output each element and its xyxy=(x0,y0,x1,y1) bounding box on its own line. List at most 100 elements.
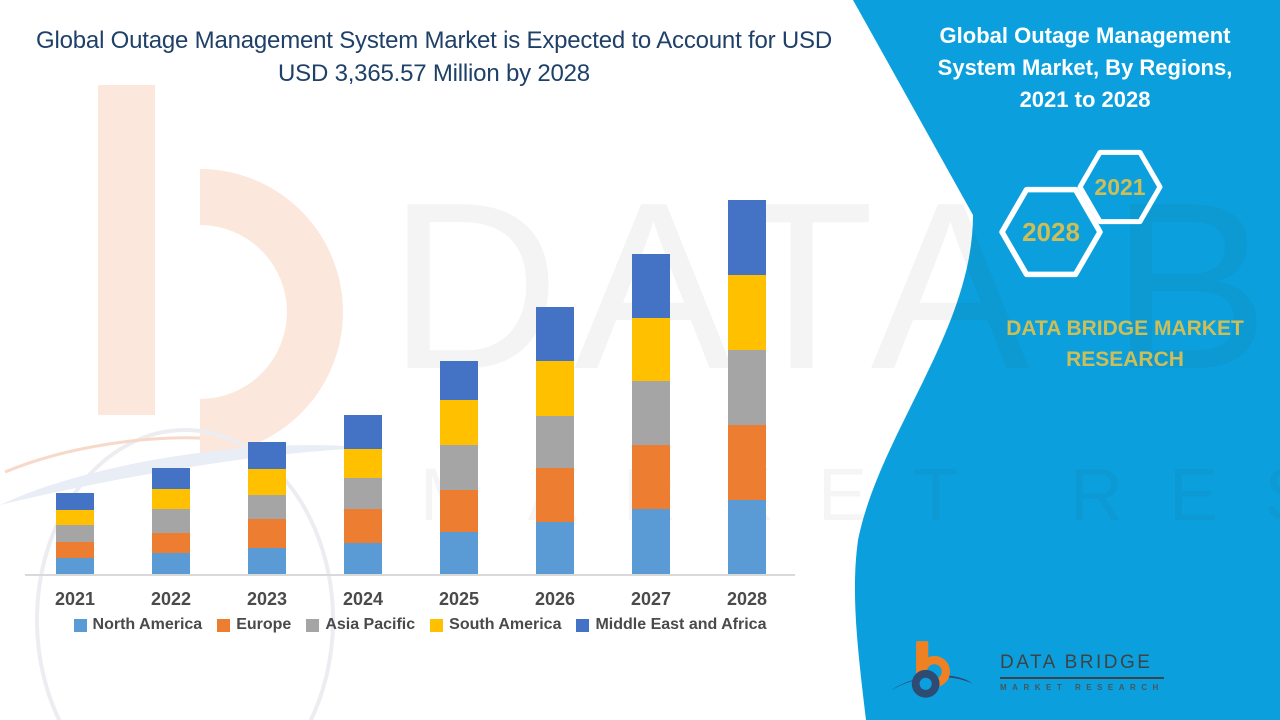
watermark-b-stem xyxy=(98,85,155,415)
hexagon-badges: 2028 2021 xyxy=(999,149,1163,278)
logo-title: DATA BRIDGE xyxy=(1000,652,1153,673)
chart-headline-line1: Global Outage Management System Market i… xyxy=(36,27,832,54)
watermark-b-bowl xyxy=(199,169,343,455)
watermark-swoosh-accent xyxy=(4,436,201,474)
legend-label-europe: Europe xyxy=(236,616,292,633)
bar-segment-europe-2021 xyxy=(56,542,94,558)
bar-segment-middle-east-and-africa-2025 xyxy=(440,361,478,400)
bar-segment-middle-east-and-africa-2026 xyxy=(536,307,574,361)
bars-area xyxy=(56,195,766,575)
side-panel-title-line2: System Market, By Regions, xyxy=(937,55,1233,80)
chart-legend: North America Europe Asia Pacific South Ame… xyxy=(25,616,815,634)
legend-swatch-asia-pacific xyxy=(306,618,320,632)
bar-column-2021 xyxy=(56,493,94,575)
legend-item-north-america: North America xyxy=(73,616,203,634)
legend-label-middle-east-and-africa: Middle East and Africa xyxy=(595,616,767,633)
bar-segment-europe-2028 xyxy=(728,425,766,500)
legend-swatch-middle-east-and-africa xyxy=(576,618,590,632)
bar-segment-south-america-2026 xyxy=(536,361,574,416)
legend-item-asia-pacific: Asia Pacific xyxy=(306,616,415,634)
bar-segment-middle-east-and-africa-2024 xyxy=(344,415,382,449)
data-bridge-logo: DATA BRIDGE MARKET RESEARCH xyxy=(890,634,1164,704)
bar-column-2025 xyxy=(440,361,478,575)
bar-segment-europe-2026 xyxy=(536,468,574,522)
legend-label-asia-pacific: Asia Pacific xyxy=(325,616,416,633)
stacked-bar-chart: 2021 2022 2023 2024 2025 2026 2027 2028 North A… xyxy=(25,195,815,634)
x-tick-2025: 2025 xyxy=(438,589,480,609)
bar-column-2024 xyxy=(344,415,382,575)
bar-segment-south-america-2022 xyxy=(152,488,190,509)
bar-segment-south-america-2023 xyxy=(248,468,286,495)
legend-swatch-north-america xyxy=(73,618,87,632)
bar-column-2026 xyxy=(536,307,574,575)
bar-segment-europe-2024 xyxy=(344,509,382,543)
hexagon-2028 xyxy=(999,186,1103,278)
bar-segment-south-america-2024 xyxy=(344,449,382,478)
brand-heading-line1: DATA BRIDGE MARKET xyxy=(1006,317,1244,340)
bar-column-2028 xyxy=(728,200,766,575)
bar-segment-asia-pacific-2026 xyxy=(536,416,574,468)
bar-segment-north-america-2026 xyxy=(536,522,574,575)
bar-segment-asia-pacific-2022 xyxy=(152,508,190,533)
bar-segment-europe-2025 xyxy=(440,490,478,532)
bar-segment-north-america-2024 xyxy=(344,543,382,575)
x-tick-2021: 2021 xyxy=(54,589,96,609)
x-tick-2027: 2027 xyxy=(630,589,672,609)
bar-column-2022 xyxy=(152,467,190,575)
legend-swatch-europe xyxy=(217,618,231,632)
legend-label-south-america: South America xyxy=(449,616,562,633)
legend-swatch-south-america xyxy=(430,618,444,632)
legend-label-north-america: North America xyxy=(92,616,203,633)
bar-segment-north-america-2027 xyxy=(632,509,670,575)
chart-headline-line2: USD 3,365.57 Million by 2028 xyxy=(278,60,590,87)
logo-subtitle: MARKET RESEARCH xyxy=(1000,683,1164,692)
bar-segment-south-america-2021 xyxy=(56,510,94,525)
bar-segment-middle-east-and-africa-2022 xyxy=(152,467,190,489)
bar-segment-south-america-2027 xyxy=(632,318,670,381)
bar-segment-north-america-2022 xyxy=(152,553,190,575)
bar-segment-europe-2022 xyxy=(152,532,190,553)
bar-segment-north-america-2025 xyxy=(440,532,478,575)
x-axis-line xyxy=(25,574,795,576)
hexagon-2021 xyxy=(1077,149,1163,225)
watermark-swoosh xyxy=(0,445,370,505)
bar-segment-middle-east-and-africa-2023 xyxy=(248,442,286,469)
bar-column-2027 xyxy=(632,253,670,575)
side-panel-title: Global Outage Management System Market, … xyxy=(900,20,1270,116)
bar-segment-middle-east-and-africa-2027 xyxy=(632,253,670,318)
bar-segment-europe-2023 xyxy=(248,519,286,548)
bar-segment-asia-pacific-2025 xyxy=(440,445,478,490)
hexagon-2028-label: 2028 xyxy=(1022,217,1080,247)
bar-segment-middle-east-and-africa-2028 xyxy=(728,200,766,275)
legend-item-south-america: South America xyxy=(430,616,561,634)
x-tick-2022: 2022 xyxy=(150,589,192,609)
brand-heading: DATA BRIDGE MARKET RESEARCH xyxy=(950,313,1280,375)
side-panel-title-line1: Global Outage Management xyxy=(939,23,1231,48)
x-axis-labels: 2021 2022 2023 2024 2025 2026 2027 2028 xyxy=(54,589,768,610)
x-tick-2026: 2026 xyxy=(534,589,576,609)
x-tick-2023: 2023 xyxy=(246,589,288,609)
logo-text: DATA BRIDGE MARKET RESEARCH xyxy=(1000,646,1164,692)
side-panel-title-line3: 2021 to 2028 xyxy=(1019,87,1151,112)
data-bridge-logo-icon xyxy=(890,641,973,698)
bar-segment-asia-pacific-2021 xyxy=(56,525,94,542)
x-tick-2028: 2028 xyxy=(726,589,768,609)
bar-segment-asia-pacific-2028 xyxy=(728,350,766,425)
watermark-circle xyxy=(35,428,335,720)
hexagon-2021-label: 2021 xyxy=(1094,174,1145,200)
bar-segment-south-america-2028 xyxy=(728,275,766,350)
bar-segment-middle-east-and-africa-2021 xyxy=(56,493,94,510)
chart-headline: Global Outage Management System Market i… xyxy=(8,24,860,90)
bar-segment-asia-pacific-2023 xyxy=(248,494,286,519)
bar-segment-north-america-2023 xyxy=(248,548,286,575)
logo-divider xyxy=(1000,677,1164,679)
bar-segment-asia-pacific-2027 xyxy=(632,381,670,445)
x-tick-2024: 2024 xyxy=(342,589,384,609)
bar-column-2023 xyxy=(248,442,286,575)
bar-segment-south-america-2025 xyxy=(440,400,478,445)
legend-item-europe: Europe xyxy=(217,616,291,634)
bar-segment-north-america-2021 xyxy=(56,558,94,575)
